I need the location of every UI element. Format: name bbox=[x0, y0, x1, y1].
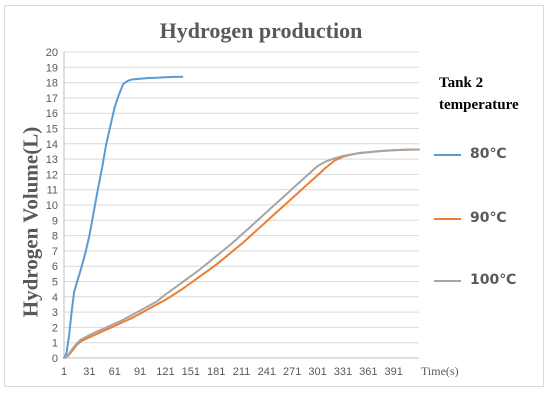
x-tick-label-301: 301 bbox=[308, 366, 326, 378]
x-tick-label-121: 121 bbox=[156, 366, 174, 378]
chart-title: Hydrogen production bbox=[159, 18, 363, 43]
x-tick-label-151: 151 bbox=[182, 366, 200, 378]
y-tick-label-1: 1 bbox=[52, 338, 58, 350]
x-tick-label-31: 31 bbox=[83, 366, 95, 378]
x-tick-label-271: 271 bbox=[283, 366, 301, 378]
y-tick-label-0: 0 bbox=[52, 353, 58, 365]
y-tick-label-13: 13 bbox=[46, 154, 58, 166]
y-tick-label-18: 18 bbox=[46, 78, 58, 90]
legend-swatch-90 bbox=[434, 218, 461, 220]
y-tick-label-16: 16 bbox=[46, 108, 58, 120]
x-tick-label-331: 331 bbox=[334, 366, 352, 378]
x-axis-label: Time(s) bbox=[421, 364, 459, 378]
x-tick-label-241: 241 bbox=[258, 366, 276, 378]
x-tick-label-361: 361 bbox=[359, 366, 377, 378]
series-line-0 bbox=[63, 75, 184, 359]
y-tick-label-9: 9 bbox=[52, 215, 58, 227]
legend-label-100: 100℃ bbox=[470, 272, 517, 288]
y-tick-label-11: 11 bbox=[47, 185, 58, 197]
y-tick-label-7: 7 bbox=[52, 246, 58, 258]
legend-title: Tank 2 temperature bbox=[439, 75, 519, 113]
y-tick-label-2: 2 bbox=[52, 322, 58, 334]
series-line-2 bbox=[63, 148, 420, 359]
y-tick-label-15: 15 bbox=[46, 124, 58, 136]
y-tick-label-10: 10 bbox=[46, 200, 58, 212]
y-tick-label-17: 17 bbox=[46, 93, 58, 105]
x-tick-label-91: 91 bbox=[134, 366, 146, 378]
y-tick-label-12: 12 bbox=[46, 169, 58, 181]
y-tick-label-8: 8 bbox=[52, 231, 58, 243]
legend-swatch-80 bbox=[434, 154, 461, 156]
chart-frame bbox=[4, 5, 544, 387]
legend-swatch-100 bbox=[434, 280, 461, 282]
legend-label-90: 90℃ bbox=[470, 210, 507, 226]
x-tick-label-181: 181 bbox=[207, 366, 225, 378]
x-tick-label-211: 211 bbox=[233, 366, 251, 378]
x-tick-label-61: 61 bbox=[109, 366, 121, 378]
y-tick-label-5: 5 bbox=[52, 277, 58, 289]
y-tick-label-19: 19 bbox=[46, 62, 58, 74]
y-tick-label-4: 4 bbox=[52, 292, 58, 304]
y-tick-label-3: 3 bbox=[52, 307, 58, 319]
series-line-1 bbox=[63, 148, 420, 359]
y-tick-label-14: 14 bbox=[46, 139, 58, 151]
y-tick-label-20: 20 bbox=[46, 47, 58, 59]
x-tick-label-391: 391 bbox=[384, 366, 402, 378]
legend-label-80: 80℃ bbox=[470, 146, 507, 162]
x-tick-label-1: 1 bbox=[61, 366, 67, 378]
y-tick-label-6: 6 bbox=[52, 261, 58, 273]
